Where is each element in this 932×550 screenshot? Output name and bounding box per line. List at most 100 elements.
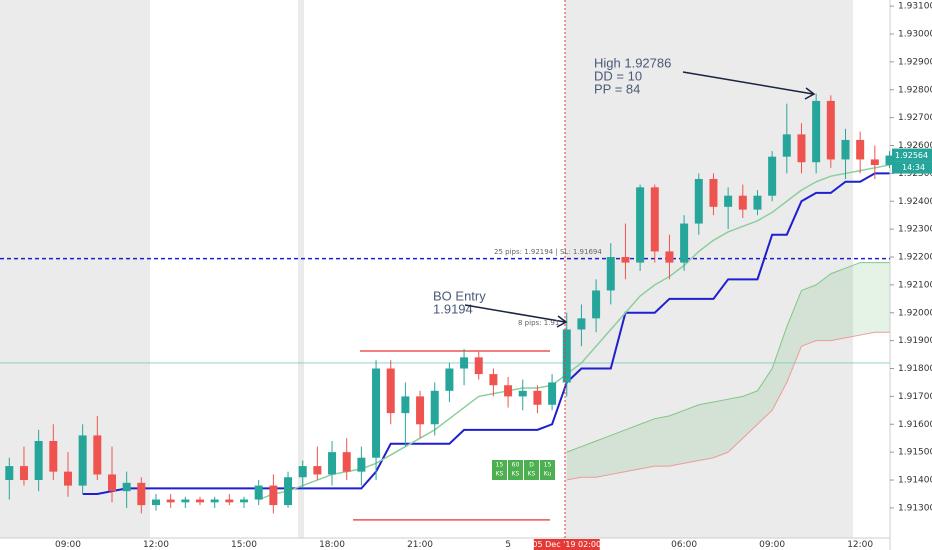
- widget-box: [508, 460, 523, 480]
- candle-body: [196, 499, 205, 503]
- x-label-box: [533, 539, 600, 550]
- candle-body: [636, 187, 645, 263]
- candle-body: [474, 357, 483, 375]
- candle-body: [856, 139, 865, 160]
- candle-body: [181, 499, 190, 503]
- y-tick-label: 1.92900: [898, 57, 932, 67]
- widget-label: 60: [512, 462, 520, 469]
- candle-body: [284, 477, 293, 506]
- candle-body: [342, 452, 351, 472]
- candle-body: [166, 499, 175, 503]
- candle-body: [518, 390, 527, 397]
- candle-body: [372, 368, 381, 458]
- widget-box: [540, 460, 555, 480]
- candle-body: [841, 139, 850, 160]
- y-tick-label: 1.92400: [898, 197, 932, 207]
- candle-body: [225, 499, 234, 503]
- candle-body: [152, 499, 160, 506]
- candle-body: [782, 134, 791, 157]
- cloud-span-b: [566, 331, 890, 481]
- x-tick-label: 12:00: [847, 540, 873, 550]
- cloud-span-a: [566, 262, 890, 453]
- price-box: [892, 148, 932, 162]
- y-tick-label: 1.91400: [898, 476, 932, 486]
- candle-body: [562, 329, 571, 383]
- candle-body: [489, 374, 498, 386]
- x-tick-label: 18:00: [319, 540, 345, 550]
- candle-body: [313, 466, 322, 475]
- candle-body: [665, 251, 674, 263]
- candle-body: [430, 390, 439, 425]
- x-tick-label: 06:00: [671, 540, 697, 550]
- y-tick-label: 1.92100: [898, 280, 932, 290]
- candle-body: [298, 466, 307, 478]
- plot-layer: 15 KS 60 KS D KS 15 Ku: [5, 93, 894, 514]
- y-tick-label: 1.91300: [898, 503, 932, 513]
- candle-body: [621, 257, 630, 263]
- candle-body: [122, 482, 131, 492]
- y-tick-label: 1.91900: [898, 336, 932, 346]
- candle-body: [19, 466, 28, 481]
- y-tick-label: 1.93000: [898, 30, 932, 40]
- candle-body: [78, 435, 87, 486]
- candle-body: [753, 195, 762, 210]
- candle-body: [269, 485, 278, 506]
- candle-body: [797, 134, 806, 163]
- y-tick-label: 1.92700: [898, 113, 932, 123]
- y-tick-label: 1.91700: [898, 392, 932, 402]
- y-tick-label: 1.92800: [898, 85, 932, 95]
- candle-body: [460, 357, 469, 369]
- x-tick-label: 09:00: [55, 540, 81, 550]
- widget-label: 15: [544, 462, 552, 469]
- indicator-line: [82, 172, 890, 495]
- candle-body: [724, 195, 733, 207]
- candle-body: [328, 452, 337, 475]
- last-price: 1.92564: [895, 151, 928, 160]
- candle-body: [694, 178, 703, 224]
- countdown-box: [892, 161, 932, 174]
- widget-label: 15: [496, 462, 504, 469]
- candle-body: [107, 474, 116, 492]
- candle-body: [606, 257, 615, 291]
- candle-body: [401, 396, 410, 414]
- x-axis-bg: [0, 538, 932, 550]
- annotation: High 1.92786: [594, 55, 671, 70]
- y-tick-label: 1.92200: [898, 253, 932, 263]
- x-tick-label: 09:00: [759, 540, 785, 550]
- candle-body: [826, 100, 835, 160]
- candle-body: [445, 368, 454, 391]
- x-tick-label: 05 Dec '19 02:00: [532, 540, 601, 549]
- widget-box: [524, 460, 539, 480]
- widget-label: KS: [496, 471, 504, 478]
- candle-body: [254, 485, 263, 500]
- candle-body: [5, 466, 14, 481]
- arrow: [464, 304, 568, 328]
- annotation: 1.9194: [433, 301, 473, 316]
- candle-body: [49, 440, 58, 472]
- candle-body: [137, 482, 146, 506]
- x-tick-label: 15:00: [231, 540, 257, 550]
- candle-body: [357, 457, 366, 472]
- candle-body: [650, 187, 659, 252]
- candle-body: [812, 100, 821, 163]
- y-tick-label: 1.91500: [898, 448, 932, 458]
- candle-body: [738, 195, 747, 210]
- candle-body: [386, 368, 395, 414]
- background-layer: [0, 257, 890, 521]
- candle-body: [577, 318, 586, 330]
- candle-body: [548, 382, 557, 405]
- candle-body: [533, 390, 542, 405]
- candle-body: [768, 156, 777, 196]
- widget-label: Ku: [544, 471, 552, 478]
- candle-body: [504, 385, 513, 397]
- candle-body: [416, 396, 425, 425]
- candle-body: [63, 471, 72, 486]
- widget-box: [492, 460, 507, 480]
- session-shade: [298, 0, 304, 538]
- level-label: 8 pips: 1.91: [518, 319, 559, 327]
- widget-label: KS: [512, 471, 520, 478]
- candle-body: [885, 155, 894, 166]
- candle-body: [210, 499, 219, 503]
